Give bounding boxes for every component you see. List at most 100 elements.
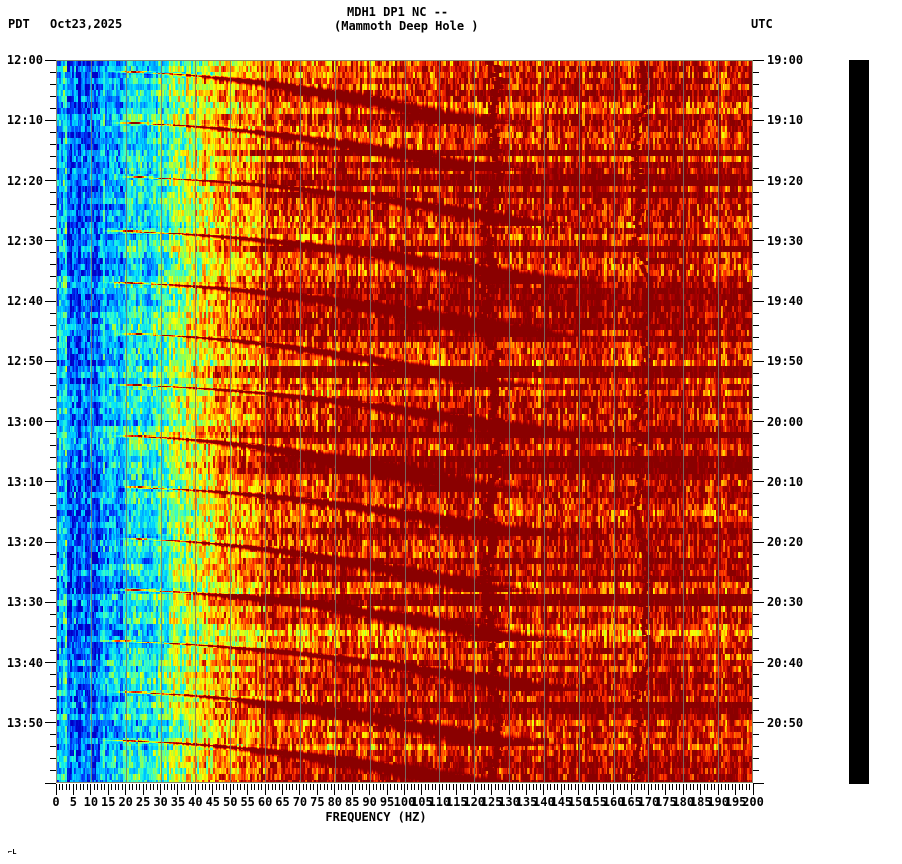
frequency-minor-tick <box>215 784 217 790</box>
time-major-tick <box>45 782 56 784</box>
frequency-minor-tick <box>602 784 604 790</box>
frequency-major-tick <box>717 784 719 795</box>
frequency-tick-label: 75 <box>310 795 325 809</box>
time-label-pdt: 13:40 <box>6 655 43 670</box>
time-label-pdt: 13:30 <box>6 595 43 610</box>
time-minor-tick <box>753 457 759 459</box>
frequency-minor-tick <box>313 784 315 790</box>
frequency-tick-label: 150 <box>567 795 590 809</box>
time-minor-tick <box>50 252 56 254</box>
time-major-tick <box>753 119 764 121</box>
frequency-major-tick <box>543 784 545 795</box>
time-minor-tick <box>753 143 759 145</box>
time-major-tick <box>753 722 764 724</box>
frequency-minor-tick <box>358 784 360 790</box>
time-minor-tick <box>50 493 56 495</box>
frequency-tick-label: 160 <box>602 795 625 809</box>
frequency-major-tick <box>160 784 162 795</box>
frequency-major-tick <box>264 784 266 795</box>
frequency-tick-label: 70 <box>292 795 308 809</box>
time-minor-tick <box>753 698 759 700</box>
frequency-minor-tick <box>428 784 430 790</box>
time-minor-tick <box>753 589 759 591</box>
time-minor-tick <box>753 649 759 651</box>
time-minor-tick <box>50 83 56 85</box>
time-minor-tick <box>50 734 56 736</box>
time-minor-tick <box>50 71 56 73</box>
frequency-minor-tick <box>519 784 520 790</box>
time-major-tick <box>753 180 764 181</box>
frequency-tick-label: 10 <box>83 795 99 809</box>
frequency-minor-tick <box>494 784 496 790</box>
frequency-minor-tick <box>337 784 339 790</box>
frequency-major-tick <box>229 784 231 795</box>
frequency-minor-tick <box>383 784 385 790</box>
time-minor-tick <box>50 637 56 639</box>
frequency-minor-tick <box>606 784 608 790</box>
frequency-minor-tick <box>372 784 374 790</box>
frequency-minor-tick <box>654 784 656 790</box>
frequency-minor-tick <box>400 784 402 790</box>
frequency-minor-tick <box>738 784 740 790</box>
time-major-tick <box>45 360 56 362</box>
frequency-minor-tick <box>309 784 311 790</box>
time-minor-tick <box>753 746 759 748</box>
frequency-minor-tick <box>553 784 555 790</box>
frequency-minor-tick <box>410 784 412 790</box>
frequency-tick-label: 50 <box>223 795 238 809</box>
frequency-major-tick <box>194 784 196 795</box>
frequency-minor-tick <box>463 784 465 790</box>
time-label-utc: 20:50 <box>767 715 804 730</box>
time-label-pdt: 12:10 <box>6 113 43 128</box>
frequency-minor-tick <box>498 784 500 790</box>
frequency-minor-tick <box>153 784 155 790</box>
frequency-minor-tick <box>574 784 576 790</box>
frequency-major-tick <box>700 784 702 795</box>
time-minor-tick <box>50 529 56 531</box>
time-label-pdt: 12:50 <box>6 354 43 369</box>
frequency-minor-tick <box>721 784 723 790</box>
time-minor-tick <box>50 155 56 157</box>
frequency-minor-tick <box>501 784 503 790</box>
time-minor-tick <box>753 493 759 495</box>
frequency-minor-tick <box>191 784 193 790</box>
time-label-utc: 20:10 <box>767 474 804 489</box>
time-minor-tick <box>753 107 759 109</box>
time-minor-tick <box>753 348 759 350</box>
frequency-minor-tick <box>532 784 534 790</box>
frequency-minor-tick <box>173 784 175 790</box>
header-station-code: MDH1 DP1 NC -- <box>347 5 449 19</box>
frequency-minor-tick <box>581 784 583 790</box>
frequency-minor-tick <box>557 784 559 790</box>
frequency-minor-tick <box>452 784 454 790</box>
frequency-minor-tick <box>330 784 332 790</box>
time-minor-tick <box>753 613 759 615</box>
frequency-tick-label: 95 <box>379 795 395 809</box>
frequency-minor-tick <box>79 784 81 790</box>
time-label-utc: 19:20 <box>767 173 804 188</box>
time-minor-tick <box>753 276 759 278</box>
frequency-minor-tick <box>623 784 625 790</box>
frequency-tick-label: 170 <box>637 795 660 809</box>
frequency-minor-tick <box>65 784 67 790</box>
time-minor-tick <box>50 565 56 567</box>
frequency-tick-label: 0 <box>52 795 60 809</box>
time-minor-tick <box>50 433 56 435</box>
time-minor-tick <box>50 649 56 651</box>
frequency-tick-label: 130 <box>498 795 520 809</box>
time-minor-tick <box>753 686 759 688</box>
frequency-major-tick <box>525 784 527 795</box>
time-label-utc: 19:50 <box>767 354 804 369</box>
frequency-minor-tick <box>435 784 437 790</box>
frequency-minor-tick <box>62 784 64 790</box>
frequency-minor-tick <box>445 784 447 790</box>
frequency-minor-tick <box>431 784 433 790</box>
frequency-tick-label: 105 <box>411 795 433 809</box>
frequency-major-tick <box>142 784 144 795</box>
frequency-minor-tick <box>132 784 134 790</box>
time-minor-tick <box>50 384 56 386</box>
frequency-tick-label: 110 <box>428 795 451 809</box>
time-minor-tick <box>50 589 56 591</box>
frequency-minor-tick <box>355 784 357 790</box>
time-minor-tick <box>50 228 56 230</box>
